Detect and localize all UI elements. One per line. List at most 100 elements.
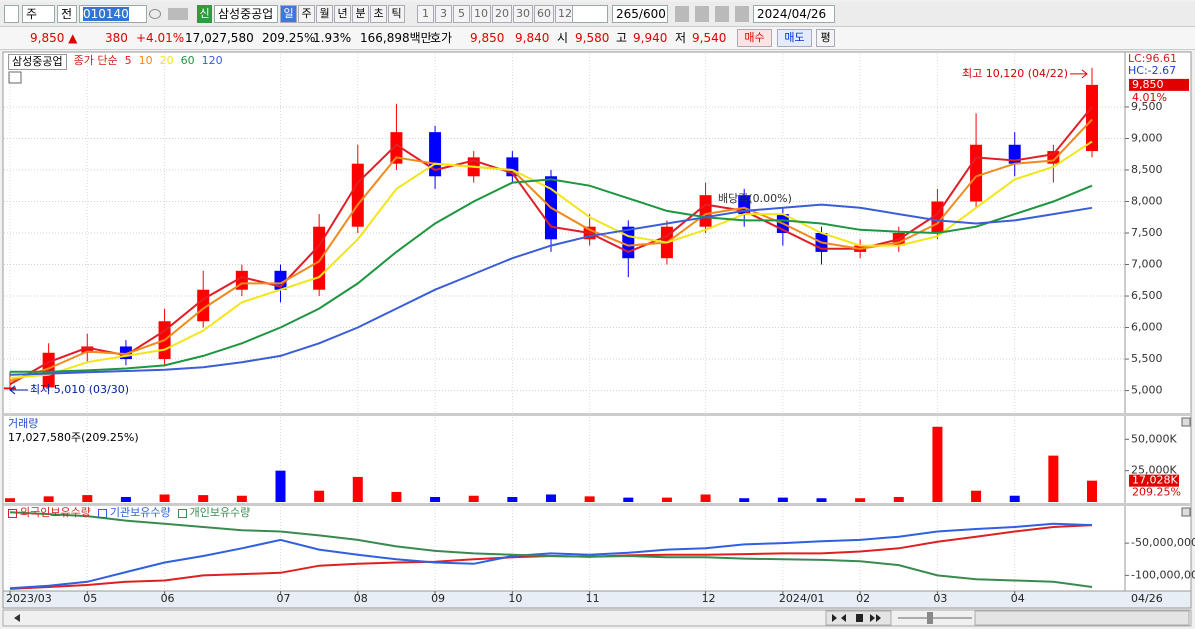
volume-bar [314, 490, 325, 502]
sound-icon[interactable] [168, 8, 188, 20]
legend-item: 개인보유수량 [189, 506, 251, 519]
chart-frame [2, 51, 1192, 609]
volume-bar [584, 496, 595, 502]
tool-icons[interactable] [675, 6, 750, 22]
volume-bar [661, 497, 672, 502]
pane-button[interactable] [1181, 507, 1191, 517]
avg-button[interactable]: 평 [816, 29, 835, 47]
interval-button[interactable]: 10 [471, 5, 491, 23]
price: 9,850 ▲ [30, 31, 78, 45]
x-tick-label: 2023/03 [6, 592, 52, 605]
buy-button[interactable]: 매수 [737, 29, 772, 47]
scrollbar[interactable] [2, 609, 1192, 627]
x-tick-label: 08 [354, 592, 368, 605]
ask: 9,850 [470, 31, 505, 45]
menu-icon[interactable] [4, 5, 19, 23]
table-icon[interactable] [8, 71, 22, 84]
last-volume-label: 17,028K [1132, 474, 1178, 487]
volume-bar [43, 496, 54, 502]
volume-bar [5, 498, 15, 502]
zoom-thumb[interactable] [927, 612, 933, 624]
count[interactable]: 265/600 [612, 5, 668, 23]
code-text: 010140 [83, 7, 129, 21]
interval-select[interactable] [572, 5, 608, 23]
change: 380 [105, 31, 128, 45]
turnover: 1.93% [313, 31, 352, 45]
volume-summary: 17,027,580주(209.25%) [8, 431, 139, 444]
last-price-label: 9,850 [1132, 78, 1164, 91]
interval-buttons: 1 3 5 10 20 30 60 120 [417, 5, 582, 23]
market-select[interactable]: 주 [22, 5, 55, 23]
ma-line [10, 178, 1093, 373]
interval-button[interactable]: 20 [492, 5, 512, 23]
volume-legend: 거래량 17,027,580주(209.25%) [8, 417, 139, 445]
period-button[interactable]: 월 [316, 5, 333, 23]
y-tick-label: 8,000 [1131, 194, 1163, 207]
volume-bar [430, 496, 441, 502]
y-tick-label: 8,500 [1131, 163, 1163, 176]
date-input[interactable]: 2024/04/26 [753, 5, 835, 23]
price-legend: 삼성중공업 종가 단순 5 10 20 60 120 [8, 54, 223, 70]
sell-button[interactable]: 매도 [777, 29, 812, 47]
volume-bar [1048, 455, 1059, 502]
interval-button[interactable]: 5 [453, 5, 470, 23]
pane-button[interactable] [1181, 417, 1191, 427]
legend-item: 20 [159, 54, 174, 67]
volume-bar [855, 498, 866, 502]
period-button[interactable]: 분 [352, 5, 369, 23]
y-tick-label: -100,000,000 [1131, 568, 1195, 581]
corner-label: LC:96.61 [1128, 52, 1177, 65]
x-tick-label: 03 [933, 592, 947, 605]
x-axis-band [2, 590, 1192, 609]
nav-icons[interactable] [832, 614, 881, 622]
y-tick-label: 7,500 [1131, 226, 1163, 239]
last-price-tag [1129, 78, 1189, 91]
code-input[interactable]: 010140 [79, 5, 147, 23]
interval-button[interactable]: 30 [513, 5, 533, 23]
last-rate-label: 4.01% [1132, 91, 1167, 104]
period-button[interactable]: 틱 [388, 5, 405, 23]
candle-body [313, 226, 326, 290]
candle-body [1008, 144, 1021, 164]
y-tick-label: 6,000 [1131, 321, 1163, 334]
volume-bar [468, 495, 479, 502]
ma-line [9, 140, 1093, 379]
x-tick-label: 05 [83, 592, 97, 605]
legend-item: 기관보유수량 [109, 506, 171, 519]
y-tick-label: 6,500 [1131, 289, 1163, 302]
candle-body [970, 144, 983, 202]
interval-button[interactable]: 1 [417, 5, 434, 23]
volume-bar [507, 496, 518, 502]
volume-bar [275, 470, 286, 502]
pane-separator [3, 413, 1191, 416]
ma-line [9, 203, 1093, 376]
search-icon[interactable] [149, 9, 161, 19]
y-tick-label: -50,000,000 [1131, 536, 1195, 549]
bid: 9,840 [515, 31, 550, 45]
period-button[interactable]: 일 [280, 5, 297, 23]
volume-bar [816, 498, 827, 502]
interval-button[interactable]: 60 [534, 5, 554, 23]
x-tick-label: 04 [1011, 592, 1025, 605]
tool-buttons[interactable] [974, 610, 1190, 626]
x-tick-label: 02 [856, 592, 870, 605]
volume-bar [893, 496, 904, 502]
legend-item: 60 [180, 54, 195, 67]
y-tick-label: 5,000 [1131, 384, 1163, 397]
period-button[interactable]: 초 [370, 5, 387, 23]
period-button[interactable]: 년 [334, 5, 351, 23]
mode-select[interactable]: 전 [57, 5, 77, 23]
corner-label: HC:-2.67 [1128, 64, 1176, 77]
period-button[interactable]: 주 [298, 5, 315, 23]
quote-bar [0, 27, 1195, 50]
legend-swatch [8, 509, 17, 518]
x-end-label: 04/26 [1131, 592, 1163, 605]
scroll-left[interactable] [14, 614, 20, 622]
holdings-legend: 외국인보유수량 기관보유수량 개인보유수량 [8, 506, 250, 520]
interval-button[interactable]: 3 [435, 5, 452, 23]
last-volume-rate: 209.25% [1132, 486, 1181, 499]
volume-bar [546, 494, 556, 502]
legend-stock: 삼성중공업 [8, 54, 67, 70]
